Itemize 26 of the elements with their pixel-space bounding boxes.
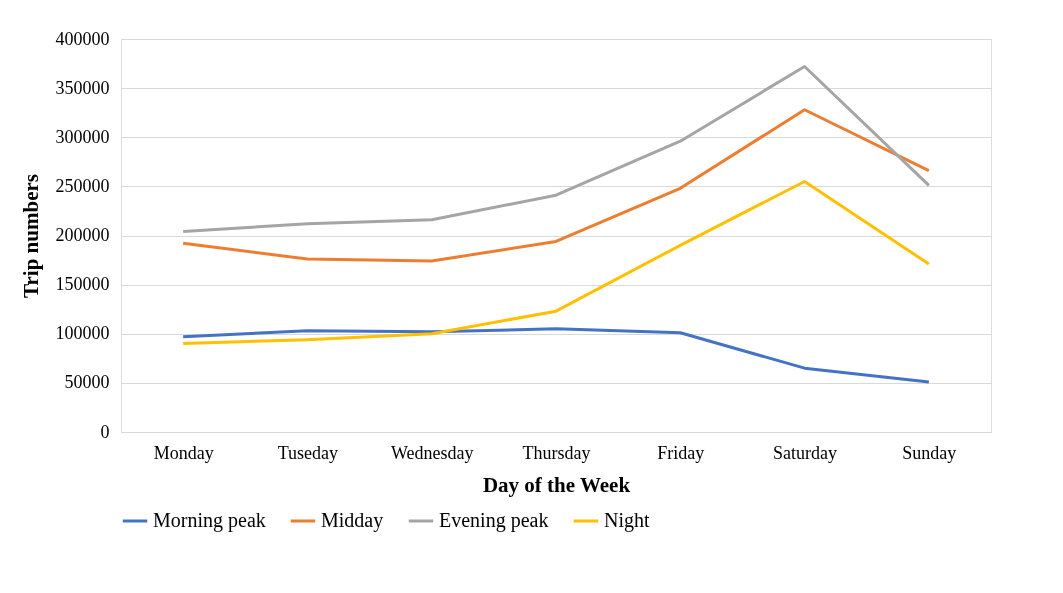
y-tick-label: 250000 (55, 175, 110, 196)
line-series (181, 327, 931, 384)
x-tick-label: Monday (153, 442, 214, 463)
x-tick-label: Friday (657, 442, 705, 463)
y-tick-label: 50000 (64, 372, 110, 393)
legend-label: Midday (321, 509, 384, 532)
legend-label: Morning peak (153, 509, 266, 532)
line-series (181, 179, 931, 346)
y-tick-label: 0 (100, 421, 110, 442)
x-tick-label: Tuseday (277, 442, 339, 463)
x-tick-label: Sunday (902, 442, 957, 463)
y-tick-label: 300000 (55, 126, 110, 147)
legend-label: Evening peak (439, 509, 549, 532)
y-axis-title: Trip numbers (18, 174, 43, 298)
line-series (181, 65, 931, 234)
x-tick-label: Thursday (522, 442, 591, 463)
x-tick-label: Wednesday (390, 442, 474, 463)
y-tick-label: 200000 (55, 225, 110, 245)
x-tick-label: Saturday (773, 442, 838, 463)
y-tick-label: 350000 (55, 77, 110, 98)
y-tick-label: 400000 (55, 28, 110, 49)
y-tick-label: 150000 (55, 274, 110, 295)
legend-label: Night (604, 509, 650, 532)
y-tick-label: 100000 (55, 323, 110, 344)
line-series (181, 108, 931, 263)
x-axis-title: Day of the Week (482, 472, 631, 497)
